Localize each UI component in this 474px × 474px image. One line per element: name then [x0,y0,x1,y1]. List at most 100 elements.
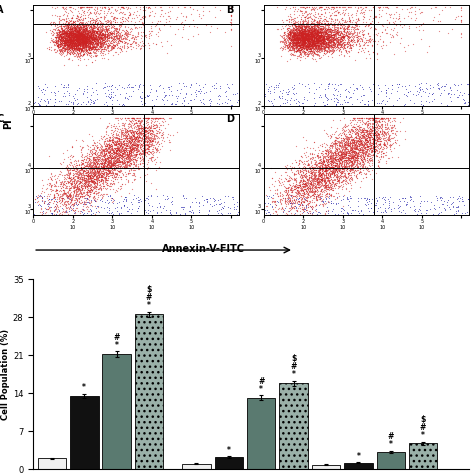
Point [310,50,317,58]
Point [82,35,90,42]
Point [70,43,77,51]
Point [359,146,367,154]
Point [133,148,141,155]
Point [198,88,205,95]
Point [116,115,124,122]
Point [352,31,360,39]
Point [67,42,74,49]
Point [333,41,340,48]
Point [462,99,469,107]
Point [130,144,138,151]
Point [167,199,174,206]
Point [104,55,112,63]
Point [88,34,96,42]
Point [126,146,134,154]
Point [80,25,87,33]
Point [133,147,141,155]
Point [115,35,123,42]
Point [112,149,120,157]
Point [371,142,379,149]
Point [98,155,106,163]
Point [337,156,345,164]
Point [64,163,71,170]
Point [65,36,73,43]
Point [329,46,337,53]
Point [348,168,356,176]
Point [344,169,352,177]
Point [66,27,74,35]
Point [415,5,423,13]
Point [458,80,465,88]
Point [296,43,303,50]
Point [376,203,384,210]
Point [362,21,370,28]
Point [79,40,87,48]
Point [360,8,367,16]
Point [337,151,345,159]
Point [310,34,318,42]
Point [196,96,204,103]
Point [122,152,129,159]
Point [294,183,301,191]
Point [303,11,311,18]
Point [287,37,294,45]
Point [52,33,59,41]
Point [338,165,346,173]
Point [310,24,318,31]
Point [83,46,91,54]
Point [281,22,289,29]
Point [295,42,302,49]
Point [322,167,329,175]
Text: $: $ [291,354,296,363]
Point [80,7,87,15]
Point [47,20,55,27]
Point [56,12,64,20]
Point [91,38,99,46]
Point [316,37,323,45]
Point [356,137,363,145]
Point [302,46,310,54]
Point [355,155,362,162]
Point [141,124,149,131]
Point [92,28,100,36]
Point [352,150,360,158]
Point [94,36,102,44]
Point [67,181,74,189]
Point [77,20,85,27]
Point [62,191,70,198]
Point [317,25,324,32]
Point [74,35,82,42]
Point [186,202,194,210]
Point [311,39,319,47]
Point [348,142,356,149]
Point [301,34,309,41]
Point [93,195,101,202]
Point [370,30,378,37]
Point [86,33,93,41]
Point [115,134,123,142]
Point [330,39,338,47]
Point [457,4,465,11]
Point [91,183,99,191]
Point [78,21,86,29]
Point [443,101,451,109]
Point [79,33,86,40]
Point [60,42,68,49]
Point [107,18,114,25]
Point [97,28,105,36]
Point [87,164,94,172]
Point [341,121,348,128]
Point [315,33,323,40]
Point [323,164,331,172]
Point [124,135,132,142]
Point [83,29,91,37]
Point [82,38,90,46]
Point [305,36,313,44]
Point [77,39,85,46]
Point [299,206,307,213]
Point [306,209,314,217]
Point [100,172,107,179]
Point [319,186,326,193]
Point [68,205,75,213]
Point [290,30,298,38]
